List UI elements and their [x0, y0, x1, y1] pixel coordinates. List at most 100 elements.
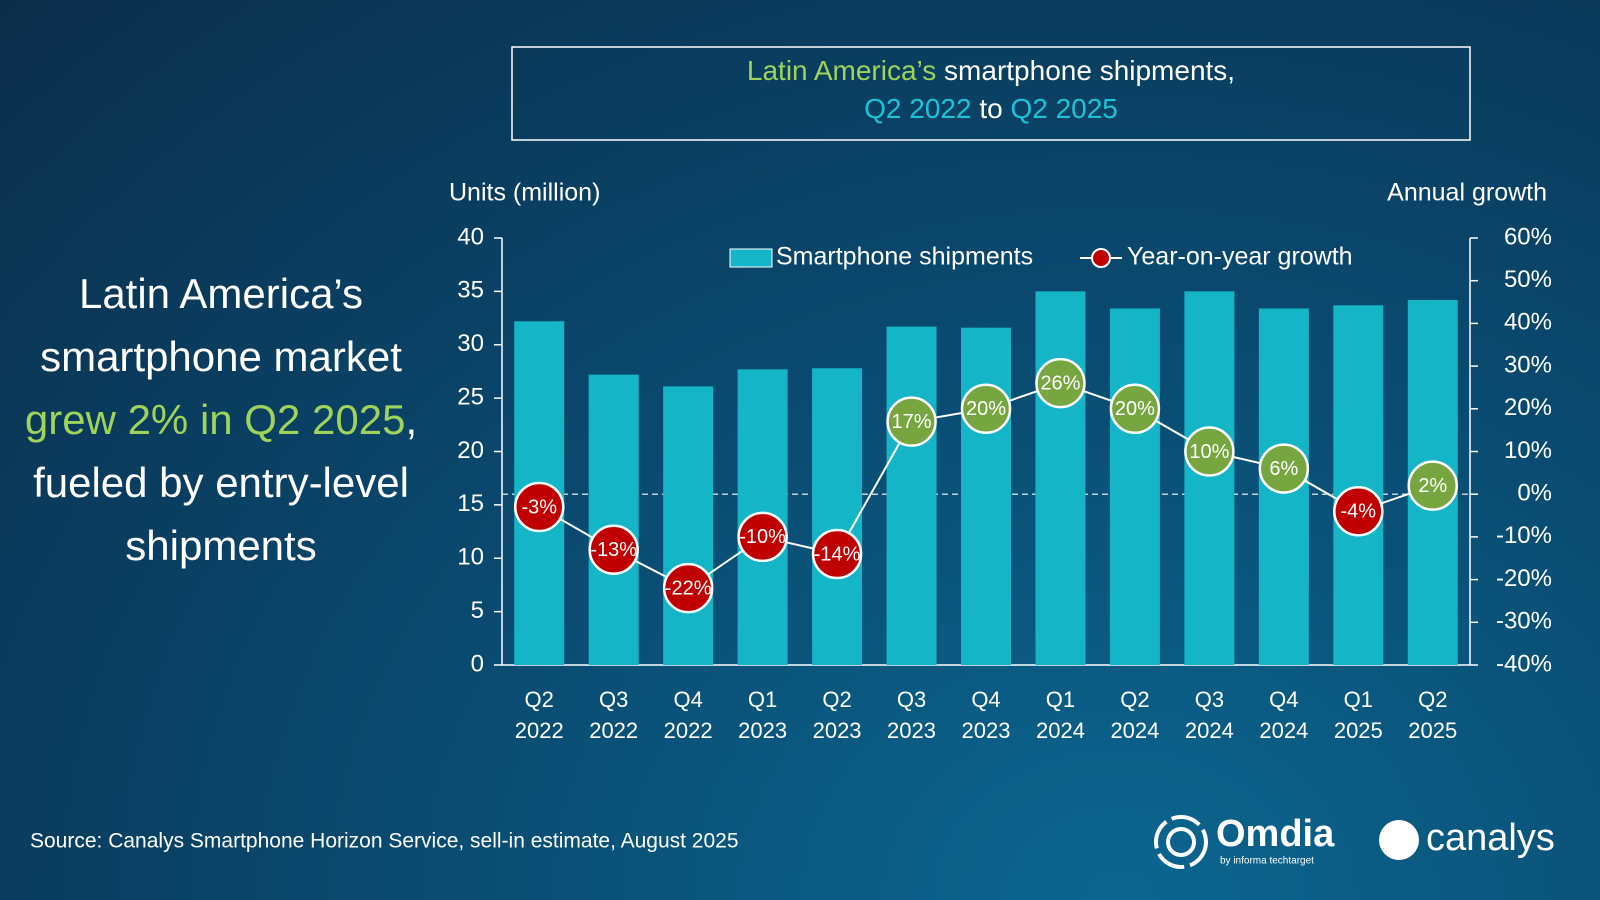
x-tick-label-line: 2025: [1334, 718, 1383, 743]
growth-marker: [1333, 486, 1384, 537]
x-tick-label-line: Q3: [599, 687, 628, 712]
y-tick-label: 30: [457, 330, 484, 357]
headline-text: Latin America’s smartphone market: [40, 270, 402, 380]
bar: [1184, 291, 1235, 665]
logo-text: Omdia: [1216, 813, 1335, 855]
y2-tick-label: -40%: [1496, 650, 1552, 677]
data-label: 10%: [1189, 441, 1229, 463]
bar: [1109, 308, 1160, 665]
y2-tick-label: 10%: [1504, 437, 1552, 464]
x-tick-label-line: Q2: [525, 687, 554, 712]
data-label: -22%: [665, 577, 712, 599]
growth-marker: [1258, 443, 1310, 494]
growth-marker: [960, 383, 1012, 435]
data-label: 20%: [966, 398, 1006, 420]
x-tick-label: Q1 2025: [1334, 687, 1383, 743]
x-tick-label-line: 2023: [813, 718, 862, 743]
logo-text: by informa techtarget: [1220, 856, 1314, 867]
x-tick-label: Q2 2022: [515, 687, 564, 743]
y-tick-label: 0: [471, 650, 484, 677]
x-tick-label-line: Q4: [971, 687, 1000, 712]
y-tick-label: 25: [457, 383, 484, 410]
growth-marker: [1184, 426, 1235, 477]
growth-marker: [1407, 460, 1459, 511]
y2-tick-label: 40%: [1504, 309, 1552, 336]
title-part: Q2 2025: [1010, 93, 1117, 124]
x-tick-label: Q3 2024: [1185, 687, 1234, 743]
data-label: 20%: [1115, 398, 1155, 420]
data-label: 6%: [1269, 458, 1298, 480]
legend-label: Year-on-year growth: [1127, 243, 1353, 271]
x-tick-label-line: 2022: [589, 718, 638, 743]
y2-tick-label: 50%: [1504, 266, 1552, 293]
logo-ring: [1154, 815, 1208, 869]
growth-marker: [811, 528, 863, 580]
y-tick-label: 20: [457, 437, 484, 464]
title-part: to: [979, 93, 1002, 124]
source: Source: Canalys Smartphone Horizon Servi…: [30, 830, 739, 853]
chart-title: Q2 2022 to Q2 2025: [864, 93, 1118, 124]
x-tick-label-line: Q1: [1344, 687, 1373, 712]
x-tick-label-line: 2023: [887, 718, 936, 743]
canalys-logo: canalys: [1379, 817, 1555, 860]
x-tick-label: Q2 2024: [1110, 687, 1159, 743]
x-tick-label: Q1 2023: [738, 687, 787, 743]
omdia-logo: Omdia by informa techtarget: [1154, 813, 1335, 869]
legend-marker: [1091, 248, 1111, 268]
y-axis-label: Units (million): [449, 179, 600, 207]
y-tick-label: 5: [471, 597, 484, 624]
logo-ring: [1166, 827, 1196, 857]
x-tick-label-line: 2025: [1408, 718, 1457, 743]
y-tick-label: 40: [457, 223, 484, 250]
growth-marker: [662, 562, 714, 614]
title-part: Q2 2022: [864, 93, 971, 124]
growth-marker: [588, 524, 639, 575]
x-tick-label-line: 2022: [664, 718, 713, 743]
x-tick-label-line: Q3: [897, 687, 926, 712]
x-tick-label: Q4 2022: [664, 687, 713, 743]
legend-label: Smartphone shipments: [776, 243, 1033, 271]
title-part: Latin America’s: [747, 55, 936, 86]
y2-tick-label: 20%: [1504, 394, 1552, 421]
x-tick-label: Q2 2023: [813, 687, 862, 743]
growth-marker: [1109, 383, 1161, 435]
data-label: 26%: [1040, 372, 1080, 394]
x-tick-label-line: 2023: [962, 718, 1011, 743]
x-tick-label-line: 2024: [1036, 718, 1085, 743]
bar: [886, 326, 937, 665]
title-box: [511, 46, 1471, 141]
x-tick-label: Q4 2023: [962, 687, 1011, 743]
growth-marker: [1035, 357, 1086, 409]
y2-tick-label: -30%: [1496, 608, 1552, 635]
x-tick-label: Q4 2024: [1259, 687, 1308, 743]
x-tick-label-line: Q2: [1418, 687, 1447, 712]
y2-axis-label: Annual growth: [1387, 179, 1547, 207]
x-tick-label-line: 2024: [1110, 718, 1159, 743]
y2-tick-label: -20%: [1496, 565, 1552, 592]
headline-text: , fueled by entry-level shipments: [33, 396, 418, 569]
logo-text: canalys: [1426, 817, 1555, 859]
x-tick-label-line: Q4: [1269, 687, 1298, 712]
title-part: smartphone shipments,: [944, 55, 1235, 86]
y2-tick-label: 30%: [1504, 351, 1552, 378]
x-tick-label-line: Q2: [822, 687, 851, 712]
data-label: -10%: [739, 526, 786, 548]
chart-title: Latin America’s smartphone shipments,: [747, 55, 1235, 86]
growth-marker: [737, 511, 788, 563]
data-label: -3%: [521, 496, 557, 518]
growth-marker: [513, 481, 565, 533]
x-tick-label-line: 2024: [1259, 718, 1308, 743]
x-tick-label-line: 2023: [738, 718, 787, 743]
bar: [961, 327, 1011, 665]
legend-swatch: [729, 248, 773, 268]
data-label: 17%: [892, 411, 932, 433]
headline-highlight: grew 2% in Q2 2025: [24, 396, 406, 443]
y-tick-label: 10: [457, 544, 484, 571]
y-tick-label: 15: [457, 490, 484, 517]
x-tick-label-line: Q3: [1195, 687, 1224, 712]
bar: [1333, 305, 1384, 665]
x-tick-label-line: Q1: [1046, 687, 1075, 712]
growth-marker: [886, 396, 937, 447]
bar: [588, 374, 639, 665]
x-tick-label-line: Q4: [673, 687, 702, 712]
